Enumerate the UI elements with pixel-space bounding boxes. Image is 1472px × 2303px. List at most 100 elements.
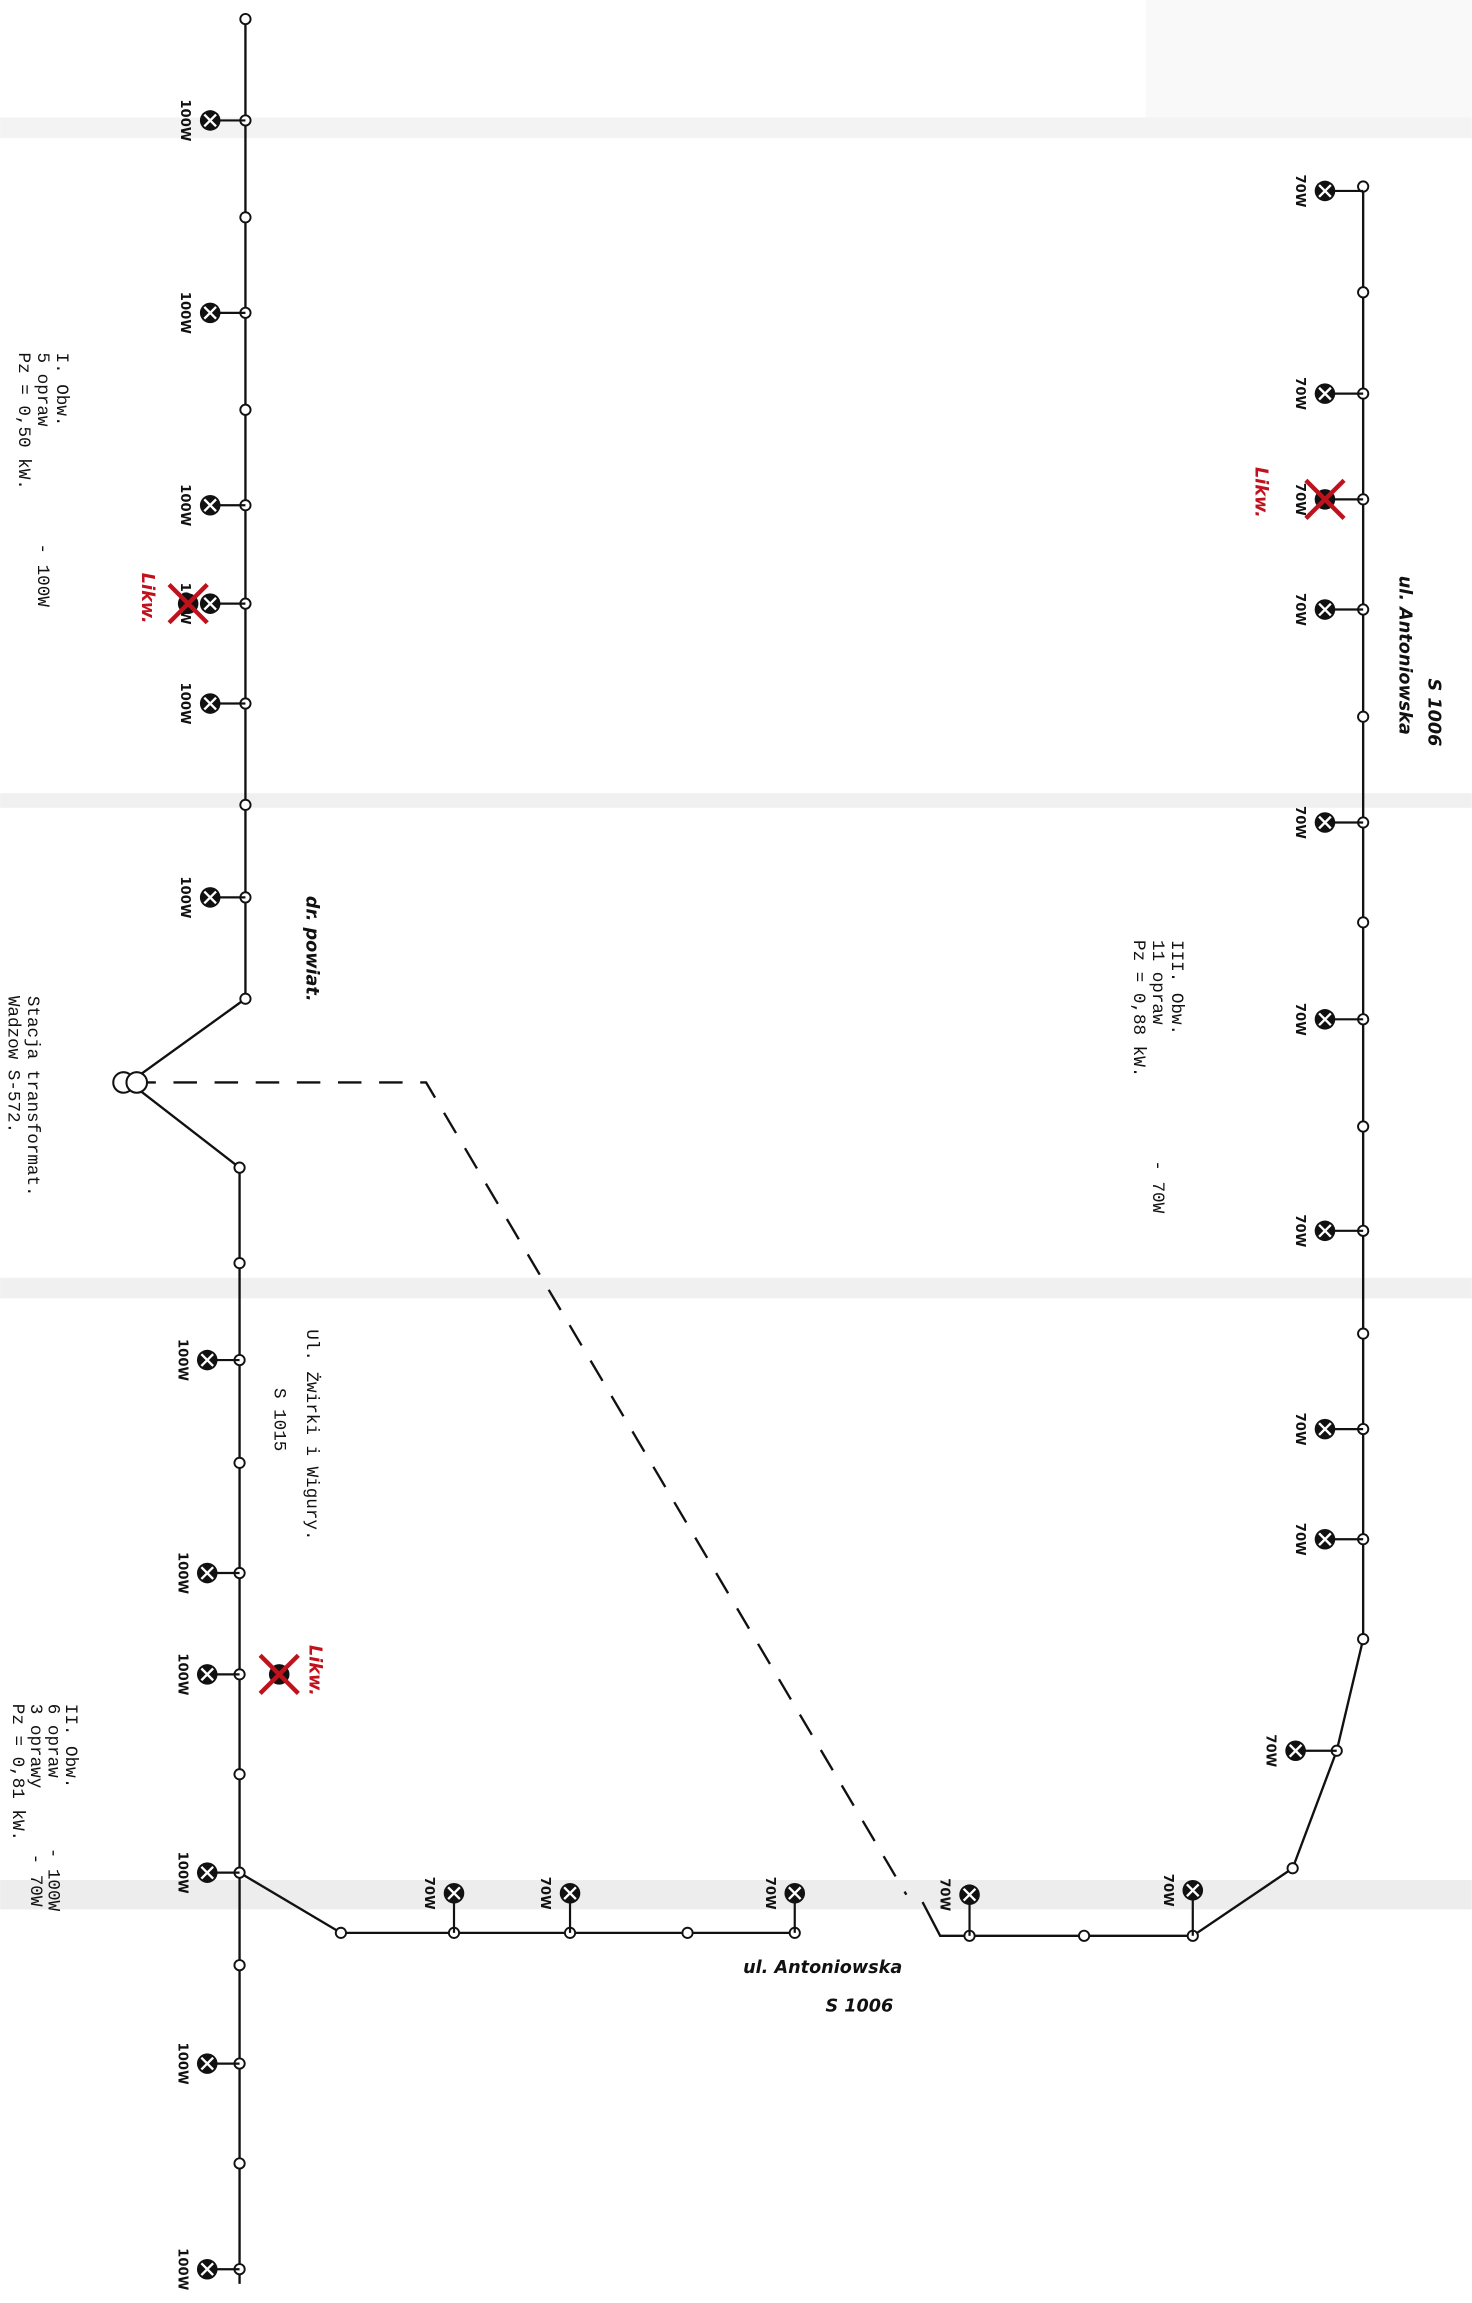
- lamp-label: 100W: [177, 99, 192, 142]
- junction: [1286, 1862, 1299, 1875]
- circuit-fixtures: 6 opraw: [42, 1704, 62, 1778]
- lamp-cross: [203, 306, 217, 320]
- junction: [239, 992, 252, 1005]
- lamp-cross: [203, 696, 217, 711]
- junction: [233, 1257, 246, 1270]
- circuit-total: Pz = 0,81 kW.: [7, 1704, 27, 1841]
- circuit-power: - 100W: [42, 1848, 62, 1912]
- lamp-cross: [200, 1566, 214, 1580]
- removal-mark: [1304, 478, 1346, 521]
- junction: [239, 798, 252, 811]
- lamp-label: 100W: [177, 682, 192, 725]
- lamp-cross: [1318, 1012, 1332, 1027]
- junction: [1077, 1929, 1091, 1942]
- lamp-cross: [1186, 1883, 1200, 1897]
- lamp-cross: [200, 2262, 214, 2276]
- lamp-label: 70W: [937, 1878, 952, 1911]
- street-code: S 1006: [1424, 679, 1444, 747]
- circuit-fixtures: 5 opraw: [32, 353, 52, 427]
- nodes: [233, 12, 1370, 2276]
- circuit-title: I. Obw.: [51, 353, 71, 427]
- lamp-cross: [203, 113, 217, 128]
- lamp-label: 100W: [174, 1653, 189, 1696]
- junction: [239, 211, 252, 224]
- lamp-cross: [1288, 1744, 1303, 1758]
- junction: [233, 2157, 246, 2170]
- lamp-cross: [203, 596, 217, 611]
- junction: [1357, 710, 1370, 723]
- junction: [1357, 286, 1370, 299]
- junction: [233, 1959, 246, 1972]
- lamp-label: 70W: [1292, 1413, 1307, 1446]
- circuit-power: - 100W: [32, 543, 52, 607]
- labels: Likw. Likw. Likw. S 1006 ul. Antoniowska III.…: [3, 353, 1444, 2017]
- lamp-cross: [203, 890, 217, 905]
- lamp-cross: [1318, 602, 1332, 617]
- lamp-label: 100W: [177, 876, 192, 919]
- lamp-label: 70W: [421, 1877, 436, 1910]
- junction: [239, 12, 252, 26]
- lamp-cross: [1318, 1224, 1332, 1238]
- lamp-cross: [563, 1886, 577, 1900]
- lamp-label: 100W: [174, 2248, 189, 2291]
- lamp-label: 70W: [1292, 483, 1307, 516]
- junction: [681, 1926, 694, 1939]
- lamp-cross: [447, 1886, 461, 1900]
- circuit-power: - 70W: [1147, 1160, 1167, 1213]
- lamp-label: 100W: [174, 1852, 189, 1895]
- lamp-label: 100W: [177, 484, 192, 527]
- lamp-label: 70W: [1160, 1874, 1175, 1907]
- lamp-cross: [200, 1353, 214, 1367]
- lamp-label: 70W: [1263, 1734, 1278, 1767]
- lamp-label: 100W: [174, 1552, 189, 1595]
- junction: [1357, 1120, 1370, 1133]
- lamp-label: 100W: [177, 292, 192, 335]
- circuit-total: Pz = 0,88 kW.: [1128, 940, 1148, 1077]
- wiring: [127, 19, 1365, 2284]
- lamp-label: 70W: [1292, 1214, 1307, 1247]
- lamp-cross: [203, 498, 217, 512]
- junction: [233, 1161, 246, 1174]
- junction: [1357, 916, 1370, 929]
- circuit-title: II. Obw.: [60, 1704, 80, 1789]
- lamp-label: 100W: [174, 2043, 189, 2086]
- lamps: 100W 100W 100W 100W 100W 100W 100W 100W 100W 100W…: [167, 99, 1364, 2291]
- lamp-label: 70W: [1292, 593, 1307, 626]
- lamp-label: 70W: [1292, 806, 1307, 839]
- lamp-cross: [1318, 1422, 1332, 1436]
- circuit-total: Pz = 0,50 kW.: [13, 353, 33, 490]
- junction: [239, 403, 252, 416]
- lamp-cross: [200, 1667, 214, 1682]
- scan-folds: [0, 117, 1472, 1910]
- street-name: ul. Antoniowska: [1394, 576, 1414, 735]
- lamp-label: 70W: [1292, 1523, 1307, 1556]
- transformer: [112, 1071, 149, 1094]
- junction: [1357, 1633, 1370, 1646]
- street-code: S 1006: [825, 1996, 893, 2016]
- station-code: Wadzow S-572.: [3, 996, 23, 1133]
- lamp-cross: [200, 1865, 214, 1880]
- circuit-fixtures: 11 opraw: [1147, 940, 1167, 1025]
- removal-note: Likw.: [137, 573, 157, 624]
- lamp-cross: [1318, 386, 1332, 401]
- removal-mark: [258, 1653, 300, 1696]
- circuit-title: III. Obw.: [1166, 940, 1186, 1035]
- removal-note: Likw.: [1250, 467, 1270, 518]
- road-name: dr. powiat.: [302, 896, 322, 1002]
- lamp-label: 70W: [537, 1877, 552, 1910]
- lamp-label: 100W: [174, 1339, 189, 1382]
- removal-mark: [167, 583, 209, 625]
- junction: [233, 1768, 246, 1781]
- lamp-label: 70W: [762, 1877, 777, 1910]
- lamp-label: 70W: [1292, 174, 1307, 207]
- circuit-power: - 70W: [25, 1854, 45, 1907]
- lamp-label: 70W: [1292, 377, 1307, 410]
- lamp-label: 70W: [1292, 1003, 1307, 1036]
- lamp-cross: [1318, 184, 1332, 198]
- circuit-fixtures: 3 oprawy: [25, 1704, 45, 1789]
- street-code: S 1015: [269, 1388, 289, 1451]
- lamp-cross: [962, 1887, 977, 1902]
- junction: [233, 1456, 246, 1469]
- junction: [1357, 1327, 1370, 1340]
- removal-note: Likw.: [304, 1645, 324, 1696]
